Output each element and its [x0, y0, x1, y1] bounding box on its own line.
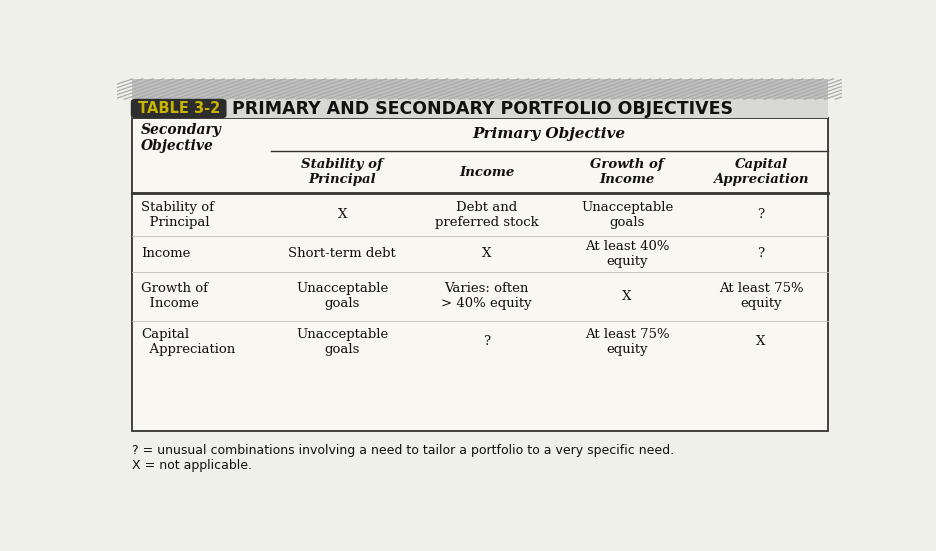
Text: ?: ?: [757, 208, 765, 221]
Text: Income: Income: [459, 166, 514, 179]
Text: Growth of
Income: Growth of Income: [591, 158, 664, 186]
Text: X: X: [622, 290, 632, 303]
Text: Income: Income: [141, 247, 190, 261]
Text: Short-term debt: Short-term debt: [288, 247, 396, 261]
Text: Stability of
Principal: Stability of Principal: [301, 158, 383, 186]
Text: ?: ?: [483, 336, 490, 348]
Text: Varies: often
> 40% equity: Varies: often > 40% equity: [442, 282, 532, 310]
Text: Capital
  Appreciation: Capital Appreciation: [141, 328, 235, 356]
Text: Unacceptable
goals: Unacceptable goals: [581, 201, 673, 229]
FancyBboxPatch shape: [131, 99, 227, 118]
Text: Stability of
  Principal: Stability of Principal: [141, 201, 214, 229]
Text: Capital
Appreciation: Capital Appreciation: [713, 158, 809, 186]
Text: Unacceptable
goals: Unacceptable goals: [296, 282, 388, 310]
Text: At least 75%
equity: At least 75% equity: [719, 282, 803, 310]
Text: X = not applicable.: X = not applicable.: [131, 458, 252, 472]
Text: At least 75%
equity: At least 75% equity: [585, 328, 669, 356]
Text: TABLE 3-2: TABLE 3-2: [138, 101, 220, 116]
Text: Primary Objective: Primary Objective: [473, 127, 626, 142]
FancyBboxPatch shape: [131, 99, 828, 118]
Text: Debt and
preferred stock: Debt and preferred stock: [435, 201, 538, 229]
FancyBboxPatch shape: [131, 118, 828, 431]
Text: At least 40%
equity: At least 40% equity: [585, 240, 669, 268]
Text: X: X: [482, 247, 491, 261]
Text: Secondary
Objective: Secondary Objective: [141, 123, 222, 153]
Text: X: X: [338, 208, 347, 221]
Text: X: X: [756, 336, 766, 348]
Text: ? = unusual combinations involving a need to tailor a portfolio to a very specif: ? = unusual combinations involving a nee…: [131, 444, 674, 457]
Text: ?: ?: [757, 247, 765, 261]
FancyBboxPatch shape: [131, 79, 828, 99]
Text: Unacceptable
goals: Unacceptable goals: [296, 328, 388, 356]
Text: PRIMARY AND SECONDARY PORTFOLIO OBJECTIVES: PRIMARY AND SECONDARY PORTFOLIO OBJECTIV…: [231, 100, 733, 117]
Text: Growth of
  Income: Growth of Income: [141, 282, 208, 310]
